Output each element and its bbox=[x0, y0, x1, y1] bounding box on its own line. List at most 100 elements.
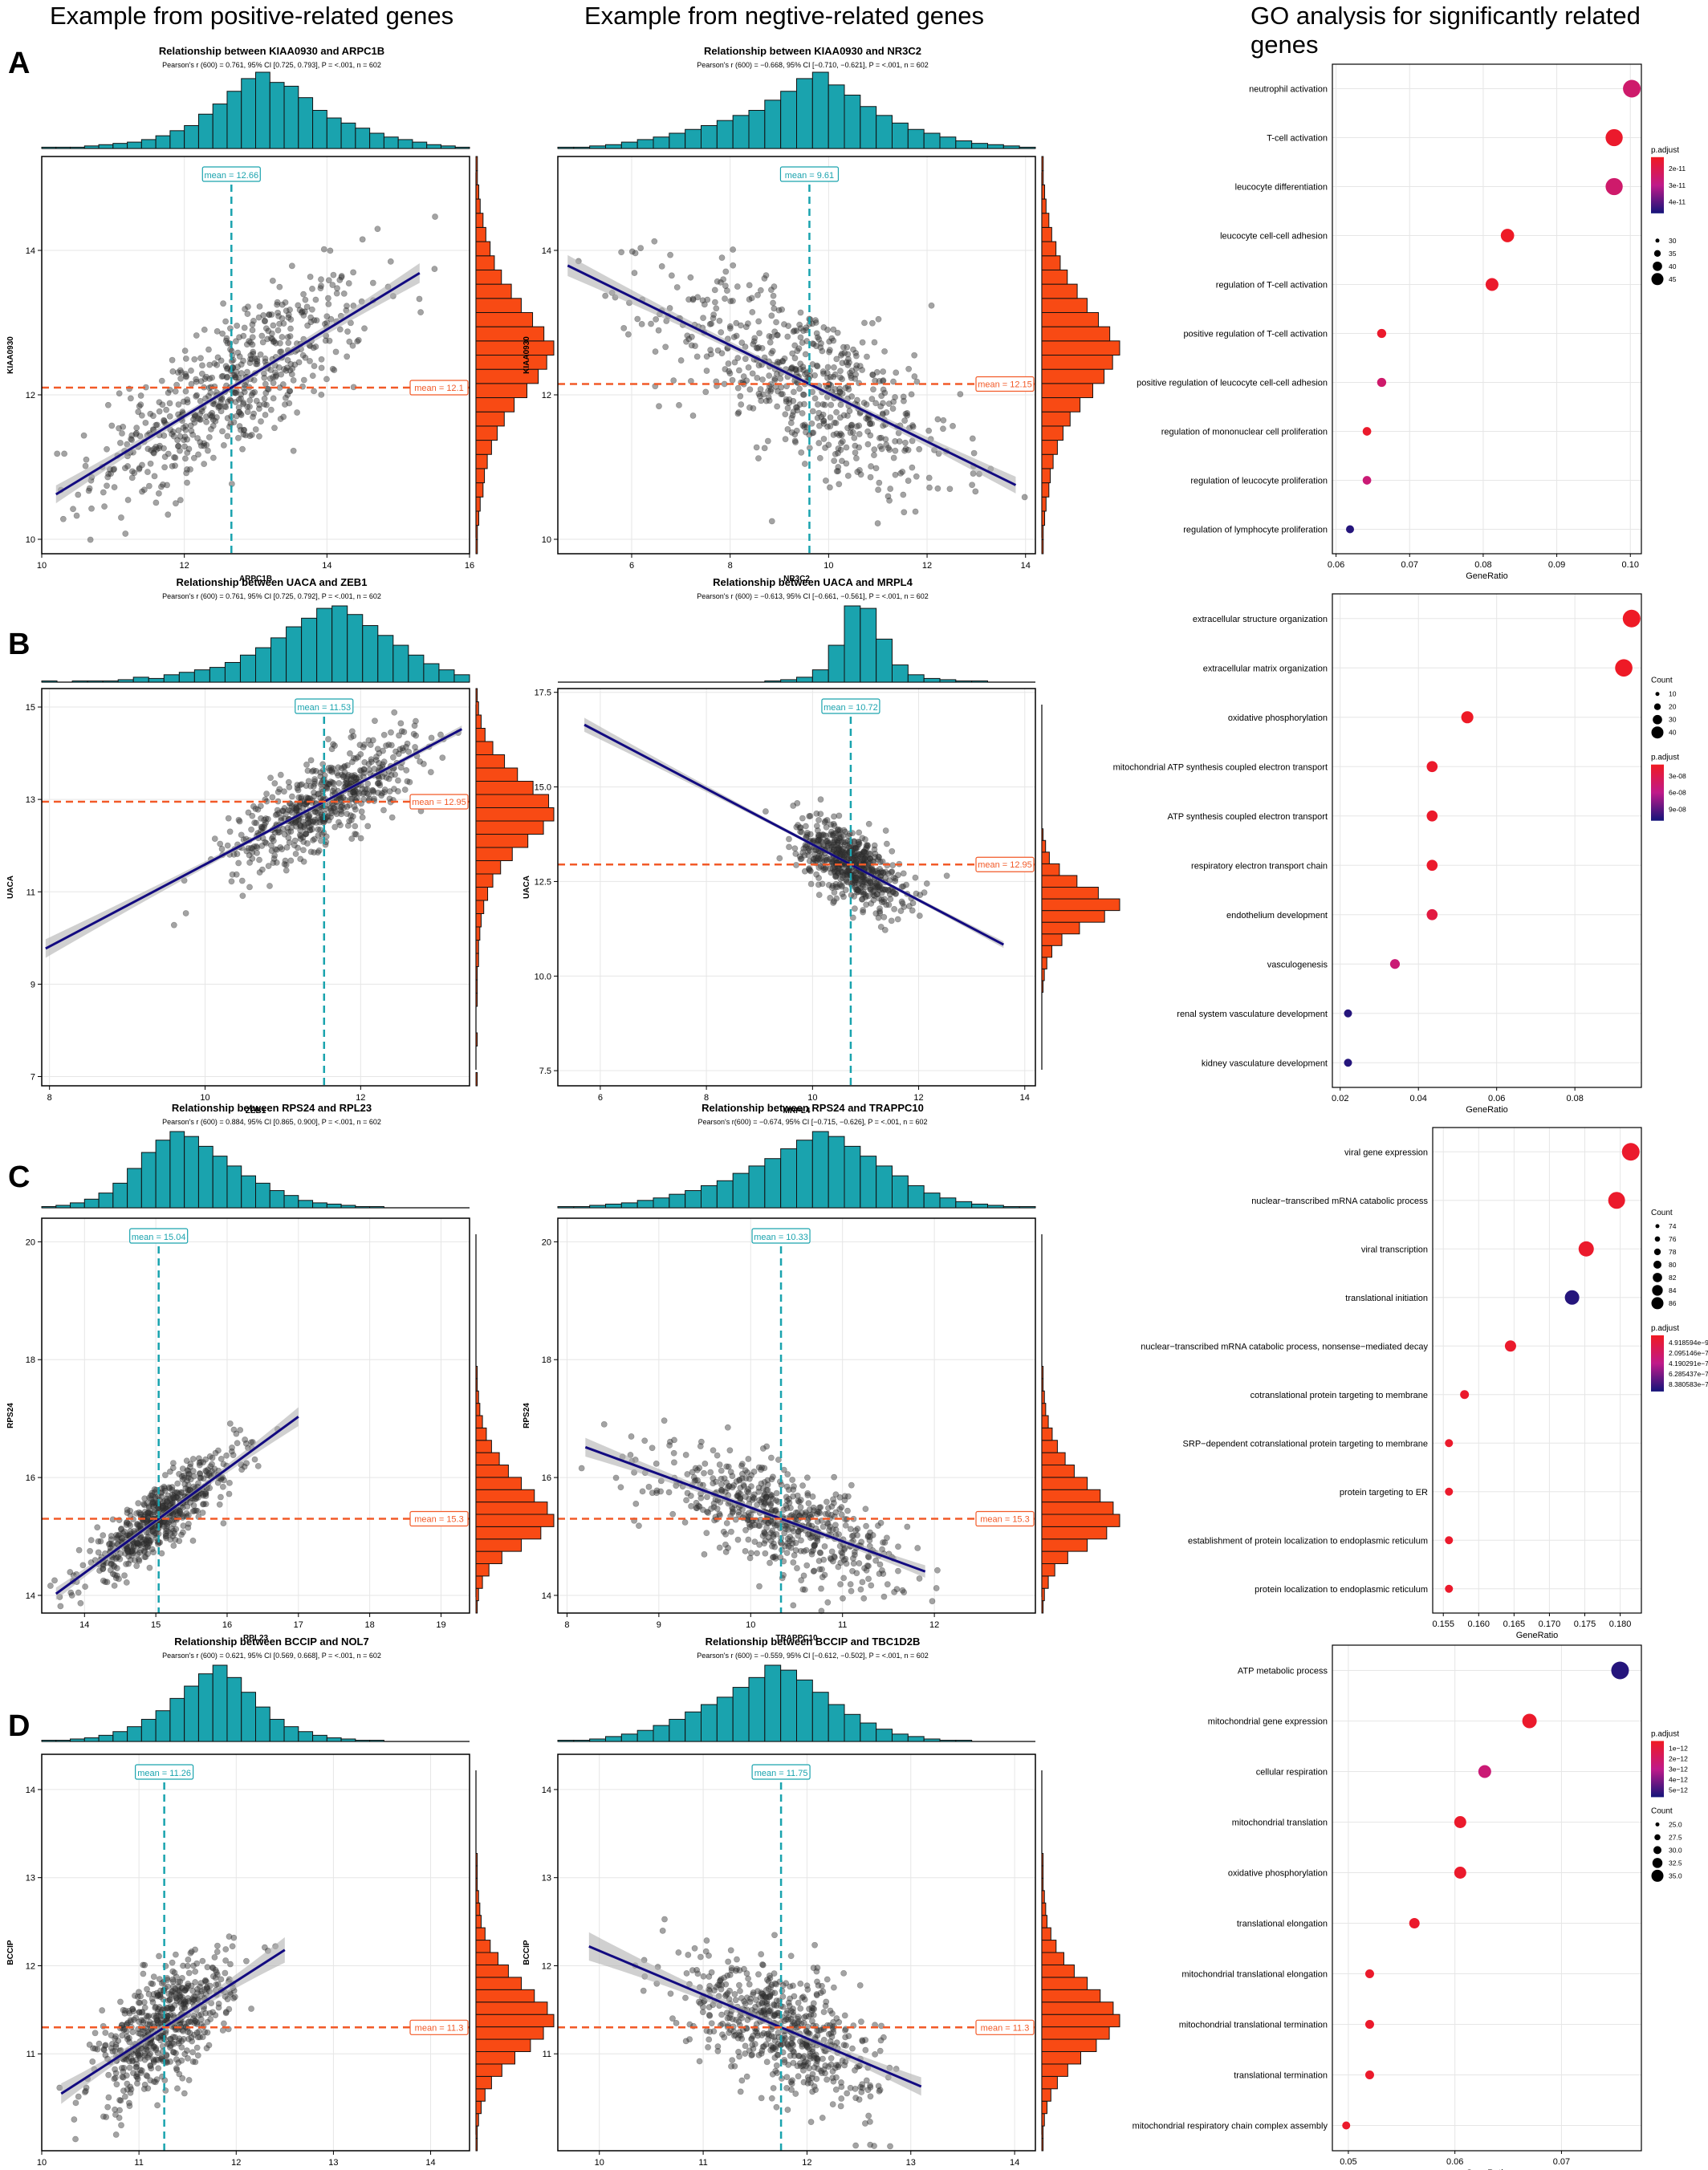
data-point bbox=[327, 247, 334, 254]
data-point bbox=[842, 1555, 849, 1562]
right-hist-bar bbox=[475, 1415, 483, 1428]
data-point bbox=[362, 786, 369, 793]
data-point bbox=[819, 368, 827, 375]
data-point bbox=[888, 917, 895, 924]
data-point bbox=[887, 2143, 893, 2150]
data-point bbox=[657, 1488, 664, 1495]
data-point bbox=[807, 812, 814, 819]
data-point bbox=[687, 274, 694, 281]
data-point bbox=[113, 2081, 120, 2088]
right-hist-bar bbox=[475, 913, 482, 928]
data-point bbox=[153, 421, 161, 429]
data-point bbox=[297, 827, 304, 834]
data-point bbox=[196, 1459, 203, 1466]
data-point bbox=[334, 285, 340, 292]
data-point bbox=[108, 2032, 115, 2039]
data-point bbox=[193, 2044, 201, 2051]
top-hist-bar bbox=[748, 1676, 766, 1742]
data-point bbox=[226, 1490, 233, 1497]
data-point bbox=[292, 851, 299, 857]
top-hist-bar bbox=[326, 117, 342, 149]
data-point bbox=[791, 342, 799, 349]
data-point bbox=[738, 1475, 746, 1482]
data-point bbox=[222, 337, 230, 344]
data-point bbox=[236, 353, 243, 360]
scatter-panel-D-pos: Relationship between BCCIP and NOL7Pears… bbox=[6, 1636, 555, 2168]
right-hist-bar bbox=[475, 728, 486, 742]
data-point bbox=[317, 837, 324, 844]
data-point bbox=[248, 826, 254, 833]
data-point bbox=[380, 758, 388, 766]
right-hist-bar bbox=[1041, 1587, 1045, 1602]
right-hist-bar bbox=[1041, 1977, 1088, 1990]
top-hist-bar bbox=[412, 141, 428, 149]
data-point bbox=[235, 434, 242, 441]
data-point bbox=[864, 417, 872, 423]
data-point bbox=[710, 1480, 717, 1487]
data-point bbox=[755, 1522, 762, 1529]
data-point bbox=[618, 249, 625, 256]
data-point bbox=[840, 343, 847, 351]
data-point bbox=[767, 1538, 775, 1544]
data-point bbox=[859, 339, 866, 346]
data-point bbox=[226, 1420, 234, 1427]
data-point bbox=[897, 469, 904, 477]
top-hist-bar bbox=[796, 1679, 813, 1742]
scatter-panel-B-neg: Relationship between UACA and MRPL4Pears… bbox=[523, 576, 1120, 1115]
top-hist-bar bbox=[844, 1145, 861, 1209]
top-hist-bar bbox=[426, 144, 441, 149]
top-hist-bar bbox=[955, 140, 973, 149]
data-point bbox=[187, 1464, 193, 1470]
data-point bbox=[809, 408, 816, 415]
data-point bbox=[219, 372, 226, 380]
data-point bbox=[791, 431, 799, 438]
data-point bbox=[901, 397, 907, 404]
data-point bbox=[191, 356, 198, 363]
data-point bbox=[226, 1479, 233, 1486]
data-point bbox=[364, 823, 372, 830]
data-point bbox=[794, 1565, 800, 1571]
right-hist-bar bbox=[1041, 1550, 1068, 1564]
right-hist-bar bbox=[475, 714, 482, 729]
chart-subtitle: Pearson's r (600) = −0.613, 95% CI [−0.6… bbox=[697, 592, 929, 600]
data-point bbox=[742, 1547, 749, 1554]
row-label-d: D bbox=[8, 1709, 31, 1743]
data-point bbox=[713, 305, 720, 312]
data-point bbox=[170, 1460, 177, 1466]
data-point bbox=[762, 272, 770, 279]
scatter-panel-C-pos: Relationship between RPS24 and RPL23Pear… bbox=[6, 1102, 555, 1643]
right-hist-bar bbox=[1041, 839, 1047, 853]
data-point bbox=[122, 2007, 128, 2014]
y-mean-label: mean = 15.3 bbox=[414, 1515, 463, 1525]
data-point bbox=[793, 427, 800, 434]
data-point bbox=[784, 333, 791, 340]
data-point bbox=[86, 2041, 93, 2048]
data-point bbox=[832, 386, 839, 392]
data-point bbox=[775, 307, 783, 314]
data-point bbox=[844, 351, 852, 358]
data-point bbox=[87, 1547, 93, 1554]
data-point bbox=[883, 441, 890, 448]
data-point bbox=[116, 2097, 123, 2103]
top-hist-bar bbox=[140, 139, 157, 149]
data-point bbox=[103, 2114, 110, 2120]
data-point bbox=[365, 791, 372, 799]
data-point bbox=[866, 1534, 873, 1540]
data-point bbox=[860, 400, 868, 406]
data-point bbox=[859, 367, 866, 373]
data-point bbox=[893, 891, 899, 897]
data-point bbox=[152, 1495, 159, 1502]
top-hist-bar bbox=[331, 605, 348, 683]
data-point bbox=[881, 1539, 889, 1546]
data-point bbox=[815, 335, 823, 343]
data-point bbox=[852, 376, 859, 382]
data-point bbox=[248, 356, 255, 363]
right-hist-bar bbox=[1041, 2063, 1068, 2077]
data-point bbox=[222, 363, 230, 370]
data-point bbox=[810, 429, 817, 437]
data-point bbox=[824, 1599, 832, 1606]
data-point bbox=[750, 404, 757, 412]
data-point bbox=[923, 880, 930, 887]
data-point bbox=[824, 837, 831, 844]
